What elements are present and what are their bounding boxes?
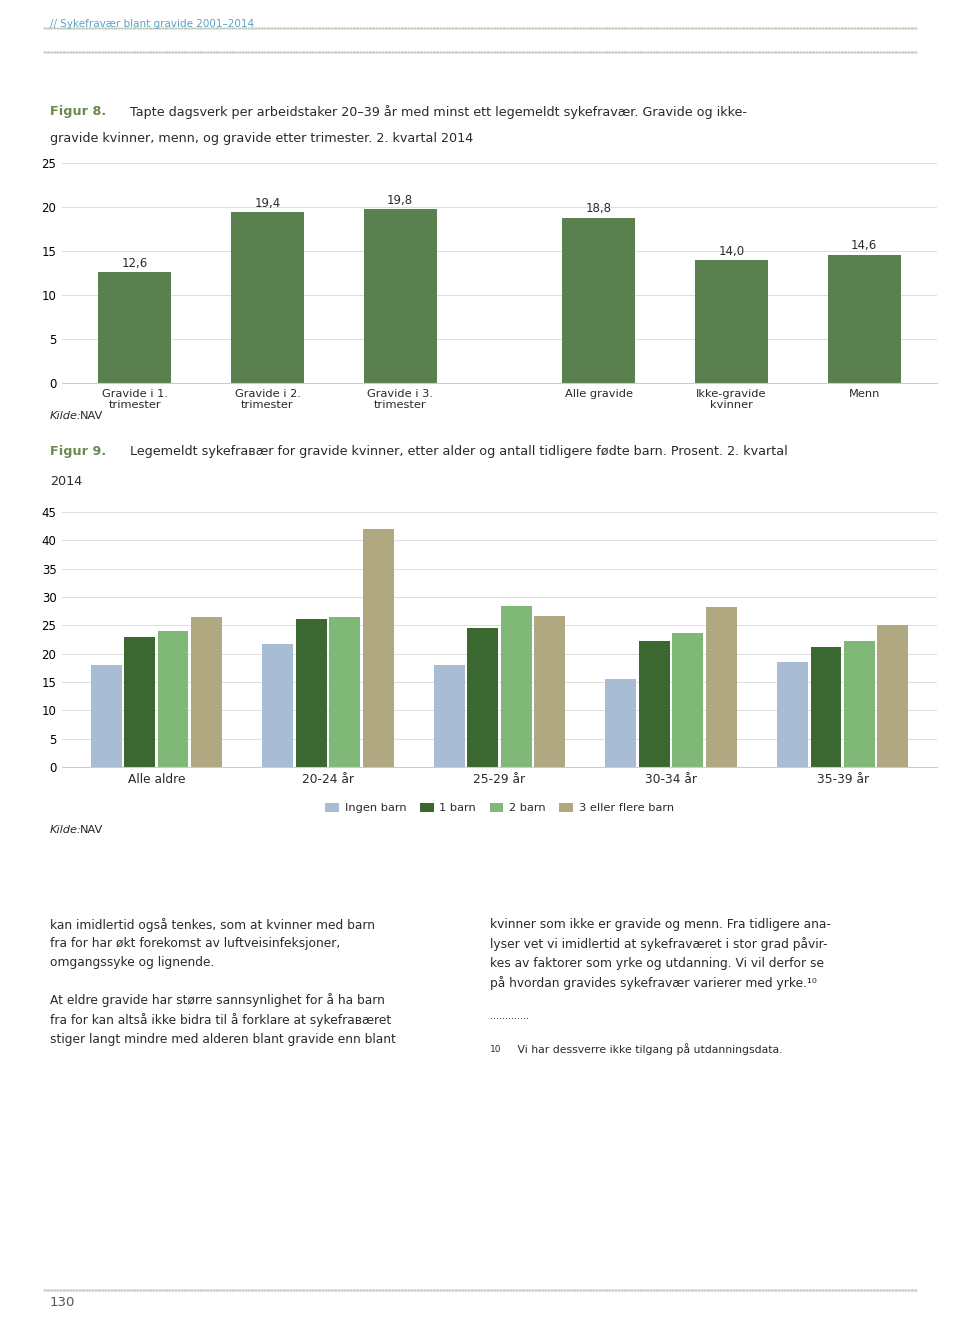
Text: 18,8: 18,8 <box>586 203 612 215</box>
Text: Kilde:: Kilde: <box>50 411 82 422</box>
Bar <box>535 616 565 767</box>
Bar <box>434 666 465 767</box>
Bar <box>363 530 394 767</box>
Text: 10: 10 <box>490 1045 501 1054</box>
Bar <box>364 208 437 383</box>
Text: 130: 130 <box>50 1297 76 1309</box>
Text: Legemeldt sykefrавær for gravide kvinner, etter alder og antall tidligere fødte : Legemeldt sykefrавær for gravide kvinner… <box>127 446 788 458</box>
Bar <box>639 642 670 767</box>
Text: 2014: 2014 <box>50 475 83 488</box>
Legend: Ingen barn, 1 barn, 2 barn, 3 eller flere barn: Ingen barn, 1 barn, 2 barn, 3 eller fler… <box>321 798 679 818</box>
Text: gravide kvinner, menn, og gravide etter trimester. 2. kvartal 2014: gravide kvinner, menn, og gravide etter … <box>50 132 473 145</box>
Bar <box>124 636 155 767</box>
Text: NAV: NAV <box>80 411 104 422</box>
Text: 19,8: 19,8 <box>387 193 413 207</box>
Text: kvinner som ikke er gravide og menn. Fra tidligere ana-
lyser vet vi imidlertid : kvinner som ikke er gravide og menn. Fra… <box>490 918 830 990</box>
Text: ·············: ············· <box>490 1014 529 1025</box>
Bar <box>672 632 703 767</box>
Bar <box>296 619 326 767</box>
Bar <box>844 640 875 767</box>
Bar <box>695 260 768 383</box>
Bar <box>157 631 188 767</box>
Bar <box>777 662 808 767</box>
Text: kan imidlertid også tenkes, som at kvinner med barn
fra for har økt forekomst av: kan imidlertid også tenkes, som at kvinn… <box>50 918 396 1046</box>
Text: 14,6: 14,6 <box>851 239 877 252</box>
Bar <box>606 679 636 767</box>
Bar <box>706 607 736 767</box>
Bar <box>828 255 900 383</box>
Bar <box>99 272 172 383</box>
Bar <box>563 217 636 383</box>
Text: 12,6: 12,6 <box>122 257 148 269</box>
Text: NAV: NAV <box>80 824 104 835</box>
Bar <box>91 666 122 767</box>
Text: 14,0: 14,0 <box>718 244 745 257</box>
Text: // Sykefravær blant gravide 2001–2014: // Sykefravær blant gravide 2001–2014 <box>50 19 254 29</box>
Text: Figur 9.: Figur 9. <box>50 446 107 458</box>
Bar <box>262 644 293 767</box>
Text: Tapte dagsverk per arbeidstaker 20–39 år med minst ett legemeldt sykefravær. Gra: Tapte dagsverk per arbeidstaker 20–39 år… <box>127 105 748 119</box>
Bar <box>810 647 841 767</box>
Text: Figur 8.: Figur 8. <box>50 105 107 117</box>
Bar <box>191 616 222 767</box>
Text: Vi har dessverre ikke tilgang på utdanningsdata.: Vi har dessverre ikke tilgang på utdanni… <box>507 1043 782 1055</box>
Bar <box>231 212 304 383</box>
Bar <box>329 618 360 767</box>
Text: 19,4: 19,4 <box>254 197 280 209</box>
Bar <box>877 626 908 767</box>
Bar <box>501 606 532 767</box>
Bar <box>468 628 498 767</box>
Text: Kilde:: Kilde: <box>50 824 82 835</box>
